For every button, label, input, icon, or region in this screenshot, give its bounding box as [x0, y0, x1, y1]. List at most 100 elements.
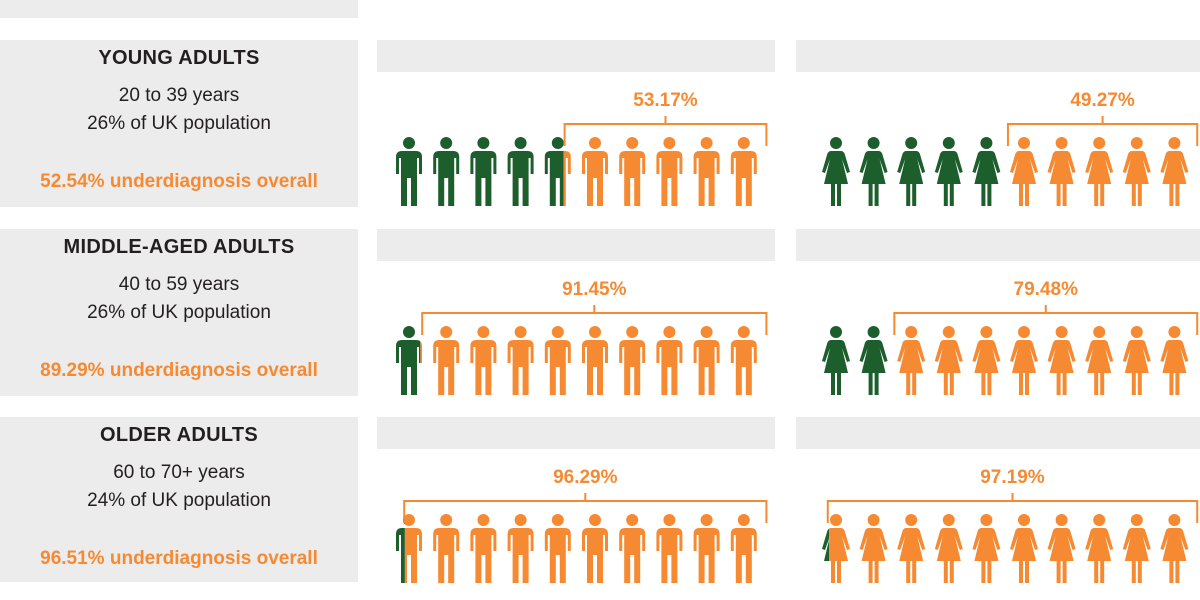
- male-chart-1-header-panel: [377, 40, 775, 72]
- female-chart-1-person-1: [822, 137, 850, 206]
- group-title: MIDDLE-AGED ADULTS: [63, 236, 295, 258]
- group-age-range: 60 to 70+ years: [113, 462, 245, 483]
- female-chart-3-person-8: [1085, 514, 1114, 583]
- female-chart-1-percentage-label: 49.27%: [1070, 90, 1135, 111]
- group-title: YOUNG ADULTS: [98, 47, 260, 69]
- male-chart-3-pictogram: [396, 493, 768, 583]
- male-chart-3-person-3: [470, 514, 497, 583]
- female-chart-2-percentage-label: 79.48%: [1013, 279, 1078, 300]
- female-chart-1-person-9: [1122, 137, 1151, 206]
- male-chart-1-person-2: [433, 137, 460, 206]
- male-chart-3-person-6: [582, 514, 608, 583]
- female-chart-3-header-panel: [796, 417, 1200, 449]
- top-partial-icons-male: [0, 0, 1, 1]
- group-overall-underdiagnosis: 89.29% underdiagnosis overall: [40, 360, 318, 381]
- female-chart-1-pictogram: [822, 116, 1199, 206]
- female-chart-3-bracket: [826, 493, 1199, 523]
- male-chart-2-person-10: [730, 326, 757, 395]
- female-chart-1-person-2: [859, 137, 888, 206]
- male-chart-2-person-9: [693, 326, 720, 395]
- male-chart-1-person-6: [582, 137, 608, 206]
- male-chart-3-bracket: [403, 493, 768, 523]
- female-chart-2-person-3: [897, 326, 926, 395]
- group-population-share: 26% of UK population: [87, 302, 271, 323]
- female-chart-1-person-7: [1047, 137, 1076, 206]
- male-chart-2-header-panel: [377, 229, 775, 261]
- group-label-panel: [0, 229, 358, 396]
- female-chart-1-person-6: [1010, 137, 1038, 206]
- group-age-range: 20 to 39 years: [118, 85, 240, 106]
- male-chart-2-person-5: [544, 326, 571, 395]
- male-chart-1-person-1: [396, 137, 422, 206]
- group-age-range: 40 to 59 years: [118, 274, 240, 295]
- male-chart-1-percentage-label: 53.17%: [633, 90, 698, 111]
- female-chart-3-person-2: [859, 514, 888, 583]
- male-chart-1-person-9: [693, 137, 720, 206]
- female-chart-1-person-8: [1085, 137, 1114, 206]
- male-chart-2-person-8: [656, 326, 683, 395]
- female-chart-2-person-10: [1160, 326, 1189, 395]
- female-chart-2-person-8: [1085, 326, 1114, 395]
- male-chart-2-person-3: [470, 326, 497, 395]
- male-chart-2-person-7: [619, 326, 646, 395]
- female-chart-1-header-panel: [796, 40, 1200, 72]
- male-chart-2-person-4: [507, 326, 534, 395]
- male-chart-3-person-8: [656, 514, 683, 583]
- female-chart-2-bracket: [893, 305, 1199, 335]
- male-chart-3-person-2: [433, 514, 460, 583]
- female-chart-3-person-6: [1010, 514, 1038, 583]
- female-chart-2-person-4: [934, 326, 963, 395]
- male-chart-1-bracket: [563, 116, 768, 146]
- female-chart-3-person-1: [822, 514, 850, 583]
- female-chart-1-bracket: [1006, 116, 1199, 146]
- group-title: OLDER ADULTS: [99, 424, 259, 446]
- male-chart-1-person-10: [730, 137, 757, 206]
- female-chart-2-person-2: [859, 326, 888, 395]
- male-chart-1-person-4: [507, 137, 534, 206]
- female-chart-2-person-9: [1122, 326, 1151, 395]
- group-label-panel: [0, 417, 358, 582]
- female-chart-3-person-5: [972, 514, 1001, 583]
- male-chart-1-person-5: [544, 137, 571, 206]
- female-chart-3-percentage-label: 97.19%: [980, 467, 1045, 488]
- female-chart-1-person-4: [934, 137, 963, 206]
- female-chart-2-person-7: [1047, 326, 1076, 395]
- group-label-panel: [0, 40, 358, 207]
- female-chart-3-person-10: [1160, 514, 1189, 583]
- male-chart-3-person-10: [730, 514, 757, 583]
- male-chart-2-person-2: [433, 326, 460, 395]
- male-chart-2-pictogram: [396, 305, 768, 395]
- group-population-share: 24% of UK population: [87, 490, 271, 511]
- female-chart-3-person-7: [1047, 514, 1076, 583]
- male-chart-1-person-3: [470, 137, 497, 206]
- female-chart-2-pictogram: [822, 305, 1199, 395]
- male-chart-3-header-panel: [377, 417, 775, 449]
- male-chart-2-bracket: [421, 305, 768, 335]
- female-chart-2-header-panel: [796, 229, 1200, 261]
- female-chart-1-person-10: [1160, 137, 1189, 206]
- group-overall-underdiagnosis: 52.54% underdiagnosis overall: [40, 171, 318, 192]
- male-chart-3-person-4: [507, 514, 534, 583]
- female-chart-3-person-9: [1122, 514, 1151, 583]
- female-chart-1-person-3: [897, 137, 926, 206]
- group-population-share: 26% of UK population: [87, 113, 271, 134]
- male-chart-3-person-5: [544, 514, 571, 583]
- female-chart-3-pictogram: [822, 493, 1199, 583]
- male-chart-2-person-1: [396, 326, 422, 395]
- group-overall-underdiagnosis: 96.51% underdiagnosis overall: [40, 548, 318, 569]
- male-chart-3-percentage-label: 96.29%: [553, 467, 618, 488]
- top-partial-panel: [0, 0, 358, 18]
- female-chart-1-person-5: [972, 137, 1001, 206]
- female-chart-3-person-4: [934, 514, 963, 583]
- male-chart-3-person-1: [396, 514, 422, 583]
- male-chart-3-person-9: [693, 514, 720, 583]
- female-chart-2-person-1: [822, 326, 850, 395]
- male-chart-1-person-8: [656, 137, 683, 206]
- female-chart-3-person-3: [897, 514, 926, 583]
- male-chart-1-person-7: [619, 137, 646, 206]
- male-chart-2-person-6: [582, 326, 608, 395]
- female-chart-2-person-5: [972, 326, 1001, 395]
- female-chart-2-person-6: [1010, 326, 1038, 395]
- male-chart-3-person-7: [619, 514, 646, 583]
- male-chart-1-pictogram: [396, 116, 768, 206]
